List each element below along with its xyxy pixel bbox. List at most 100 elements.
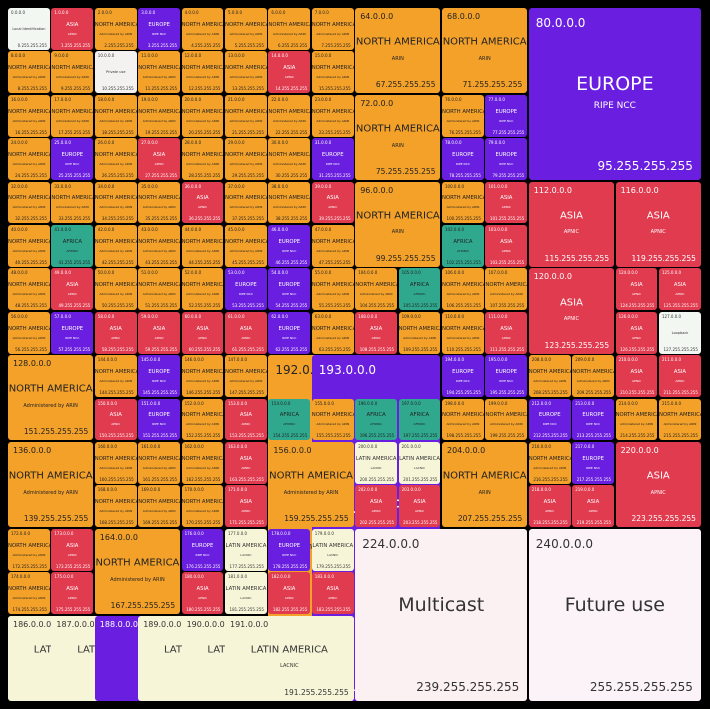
block-105[interactable]: 105.0.0.0 AFRICA AFRINIC 105.255.255.255 [398,268,441,311]
block-31[interactable]: 31.0.0.0 EUROPE RIPE NCC 31.255.255.255 [311,138,354,181]
block-80[interactable]: 80.0.0.0 EUROPE RIPE NCC 95.255.255.255 [528,8,701,181]
block-219[interactable]: 219.0.0.0 ASIA APNIC 219.255.255.255 [572,485,615,528]
block-175[interactable]: 175.0.0.0 ASIA APNIC 175.255.255.255 [51,572,94,615]
block-173[interactable]: 173.0.0.0 ASIA APNIC 173.255.255.255 [51,528,94,571]
block-13[interactable]: 13.0.0.0 NORTH AMERICA Administered by ARI… [225,51,267,94]
block-55[interactable]: 55.0.0.0 NORTH AMERICA Administered by ARI… [311,268,354,311]
block-76[interactable]: 76.0.0.0 NORTH AMERICA Administered by ARI… [442,94,484,137]
block-11[interactable]: 11.0.0.0 NORTH AMERICA Administered by ARI… [138,51,181,94]
block-44[interactable]: 44.0.0.0 NORTH AMERICA Administered by ARI… [181,225,224,267]
block-202[interactable]: 202.0.0.0 ASIA APNIC 202.255.255.255 [355,485,398,528]
block-64[interactable]: 64.0.0.0 NORTH AMERICA ARIN 67.255.255.255 [355,8,441,94]
block-54[interactable]: 54.0.0.0 EUROPE RIPE NCC 54.255.255.255 [268,268,311,311]
block-61[interactable]: 61.0.0.0 ASIA APNIC 61.255.255.255 [225,311,267,354]
block-201[interactable]: 201.0.0.0 LATIN AMERICA LACNIC 201.255.255.… [398,442,441,484]
block-240[interactable]: 240.0.0.0 Future use 255.255.255.255 [528,528,701,701]
block-63[interactable]: 63.0.0.0 NORTH AMERICA Administered by ARI… [311,311,354,354]
block-14[interactable]: 14.0.0.0 ASIA APNIC 14.255.255.255 [268,51,311,94]
block-32[interactable]: 32.0.0.0 NORTH AMERICA Administered by ARI… [8,181,50,224]
block-183[interactable]: 183.0.0.0 ASIA APNIC 183.255.255.255 [311,572,354,615]
block-24[interactable]: 24.0.0.0 NORTH AMERICA Administered by ARI… [8,138,50,181]
block-53[interactable]: 53.0.0.0 EUROPE RIPE NCC 53.255.255.255 [225,268,267,311]
block-127[interactable]: 127.0.0.0 Loopback 127.255.255.255 [659,311,701,354]
block-20[interactable]: 20.0.0.0 NORTH AMERICA Administered by ARI… [181,94,224,137]
block-78[interactable]: 78.0.0.0 EUROPE RIPE NCC 78.255.255.255 [442,138,484,181]
block-199[interactable]: 199.0.0.0 NORTH AMERICA Administered by AR… [485,398,528,441]
block-47[interactable]: 47.0.0.0 NORTH AMERICA Administered by ARI… [311,225,354,267]
block-104[interactable]: 104.0.0.0 NORTH AMERICA Administered by AR… [355,268,398,311]
block-204[interactable]: 204.0.0.0 NORTH AMERICA ARIN 207.255.255.25… [442,442,528,528]
block-215[interactable]: 215.0.0.0 NORTH AMERICA Administered by AR… [659,398,701,441]
block-3[interactable]: 3.0.0.0 EUROPE RIPE NCC 3.255.255.255 [138,8,181,50]
block-36[interactable]: 36.0.0.0 ASIA APNIC 36.255.255.255 [181,181,224,224]
block-182[interactable]: 182.0.0.0 ASIA APNIC 182.255.255.255 [268,572,311,615]
block-102[interactable]: 102.0.0.0 AFRICA AFRINIC 102.255.255.255 [442,225,484,267]
block-68[interactable]: 68.0.0.0 NORTH AMERICA ARIN 71.255.255.255 [442,8,528,94]
block-224[interactable]: 224.0.0.0 Multicast 239.255.255.255 [355,528,528,701]
block-1[interactable]: 1.0.0.0 ASIA APNIC 1.255.255.255 [51,8,94,50]
block-106[interactable]: 106.0.0.0 NORTH AMERICA Administered by AR… [442,268,484,311]
block-170[interactable]: 170.0.0.0 NORTH AMERICA Administered by AR… [181,485,224,528]
block-128[interactable]: 128.0.0.0 NORTH AMERICA Administered by AR… [8,355,94,441]
block-156[interactable]: 156.0.0.0 NORTH AMERICA Administered by AR… [268,442,354,528]
block-7[interactable]: 7.0.0.0 NORTH AMERICA Administered by ARIN… [311,8,354,50]
block-124[interactable]: 124.0.0.0 ASIA APNIC 124.255.255.255 [615,268,658,311]
block-177[interactable]: 177.0.0.0 LATIN AMERICA LACNIC 177.255.255.… [225,528,267,571]
block-17[interactable]: 17.0.0.0 NORTH AMERICA Administered by ARI… [51,94,94,137]
block-101[interactable]: 101.0.0.0 ASIA APNIC 101.255.255.255 [485,181,528,224]
block-10[interactable]: 10.0.0.0 Private use 10.255.255.255 [94,51,137,94]
block-214[interactable]: 214.0.0.0 NORTH AMERICA Administered by AR… [615,398,658,441]
block-33[interactable]: 33.0.0.0 NORTH AMERICA Administered by ARI… [51,181,94,224]
block-40[interactable]: 40.0.0.0 NORTH AMERICA Administered by ARI… [8,225,50,267]
block-79[interactable]: 79.0.0.0 EUROPE RIPE NCC 79.255.255.255 [485,138,528,181]
block-72[interactable]: 72.0.0.0 NORTH AMERICA ARIN 75.255.255.255 [355,94,441,181]
block-147[interactable]: 147.0.0.0 NORTH AMERICA Administered by AR… [225,355,267,398]
block-35[interactable]: 35.0.0.0 NORTH AMERICA Administered by ARI… [138,181,181,224]
block-154[interactable]: 154.0.0.0 AFRICA AFRINIC 154.255.255.255 [268,398,311,441]
block-176[interactable]: 176.0.0.0 EUROPE RIPE NCC 176.255.255.255 [181,528,224,571]
block-50[interactable]: 50.0.0.0 NORTH AMERICA Administered by ARI… [94,268,137,311]
block-150[interactable]: 150.0.0.0 ASIA APNIC 150.255.255.255 [94,398,137,441]
block-100[interactable]: 100.0.0.0 NORTH AMERICA Administered by AR… [442,181,484,224]
block-120[interactable]: 120.0.0.0 ASIA APNIC 123.255.255.255 [528,268,615,354]
block-16[interactable]: 16.0.0.0 NORTH AMERICA Administered by ARI… [8,94,50,137]
block-169[interactable]: 169.0.0.0 NORTH AMERICA Administered by AR… [138,485,181,528]
block-46[interactable]: 46.0.0.0 EUROPE RIPE NCC 46.255.255.255 [268,225,311,267]
block-178[interactable]: 178.0.0.0 EUROPE RIPE NCC 178.255.255.255 [268,528,311,571]
block-162[interactable]: 162.0.0.0 NORTH AMERICA Administered by AR… [181,442,224,484]
block-145[interactable]: 145.0.0.0 EUROPE RIPE NCC 145.255.255.255 [138,355,181,398]
block-0[interactable]: 0.0.0.0 Local Identification 0.255.255.255 [8,8,50,50]
block-27[interactable]: 27.0.0.0 ASIA APNIC 27.255.255.255 [138,138,181,181]
block-211[interactable]: 211.0.0.0 ASIA APNIC 211.255.255.255 [659,355,701,398]
block-152[interactable]: 152.0.0.0 NORTH AMERICA Administered by AR… [181,398,224,441]
block-217[interactable]: 217.0.0.0 EUROPE RIPE NCC 217.255.255.255 [572,442,615,484]
block-164[interactable]: 164.0.0.0 NORTH AMERICA Administered by AR… [94,528,181,615]
block-172[interactable]: 172.0.0.0 NORTH AMERICA Administered by AR… [8,528,50,571]
block-2[interactable]: 2.0.0.0 NORTH AMERICA Administered by ARIN… [94,8,137,50]
block-43[interactable]: 43.0.0.0 NORTH AMERICA Administered by ARI… [138,225,181,267]
block-195[interactable]: 195.0.0.0 EUROPE RIPE NCC 195.255.255.255 [485,355,528,398]
block-126[interactable]: 126.0.0.0 ASIA APNIC 126.255.255.255 [615,311,658,354]
block-58[interactable]: 58.0.0.0 ASIA APNIC 58.255.255.255 [94,311,137,354]
block-42[interactable]: 42.0.0.0 NORTH AMERICA Administered by ARI… [94,225,137,267]
block-9[interactable]: 9.0.0.0 NORTH AMERICA Administered by ARIN… [51,51,94,94]
block-144[interactable]: 144.0.0.0 NORTH AMERICA Administered by AR… [94,355,137,398]
block-41[interactable]: 41.0.0.0 AFRICA AFRINIC 41.255.255.255 [51,225,94,267]
block-23[interactable]: 23.0.0.0 NORTH AMERICA Administered by ARI… [311,94,354,137]
block-109[interactable]: 109.0.0.0 NORTH AMERICA Administered by AR… [398,311,441,354]
block-52[interactable]: 52.0.0.0 NORTH AMERICA Administered by ARI… [181,268,224,311]
block-39[interactable]: 39.0.0.0 ASIA APNIC 39.255.255.255 [311,181,354,224]
block-30[interactable]: 30.0.0.0 NORTH AMERICA Administered by ARI… [268,138,311,181]
block-220[interactable]: 220.0.0.0 ASIA APNIC 223.255.255.255 [615,442,701,528]
block-180[interactable]: 180.0.0.0 ASIA APNIC 180.255.255.255 [181,572,224,615]
block-49[interactable]: 49.0.0.0 ASIA APNIC 49.255.255.255 [51,268,94,311]
block-163[interactable]: 163.0.0.0 ASIA APNIC 163.255.255.255 [225,442,267,484]
block-34[interactable]: 34.0.0.0 NORTH AMERICA Administered by ARI… [94,181,137,224]
block-171[interactable]: 171.0.0.0 ASIA APNIC 171.255.255.255 [225,485,267,528]
block-25[interactable]: 25.0.0.0 EUROPE RIPE NCC 25.255.255.255 [51,138,94,181]
block-103[interactable]: 103.0.0.0 ASIA APNIC 103.255.255.255 [485,225,528,267]
block-160[interactable]: 160.0.0.0 NORTH AMERICA Administered by AR… [94,442,137,484]
block-21[interactable]: 21.0.0.0 NORTH AMERICA Administered by ARI… [225,94,267,137]
block-8[interactable]: 8.0.0.0 NORTH AMERICA Administered by ARIN… [8,51,50,94]
block-198[interactable]: 198.0.0.0 NORTH AMERICA Administered by AR… [442,398,484,441]
